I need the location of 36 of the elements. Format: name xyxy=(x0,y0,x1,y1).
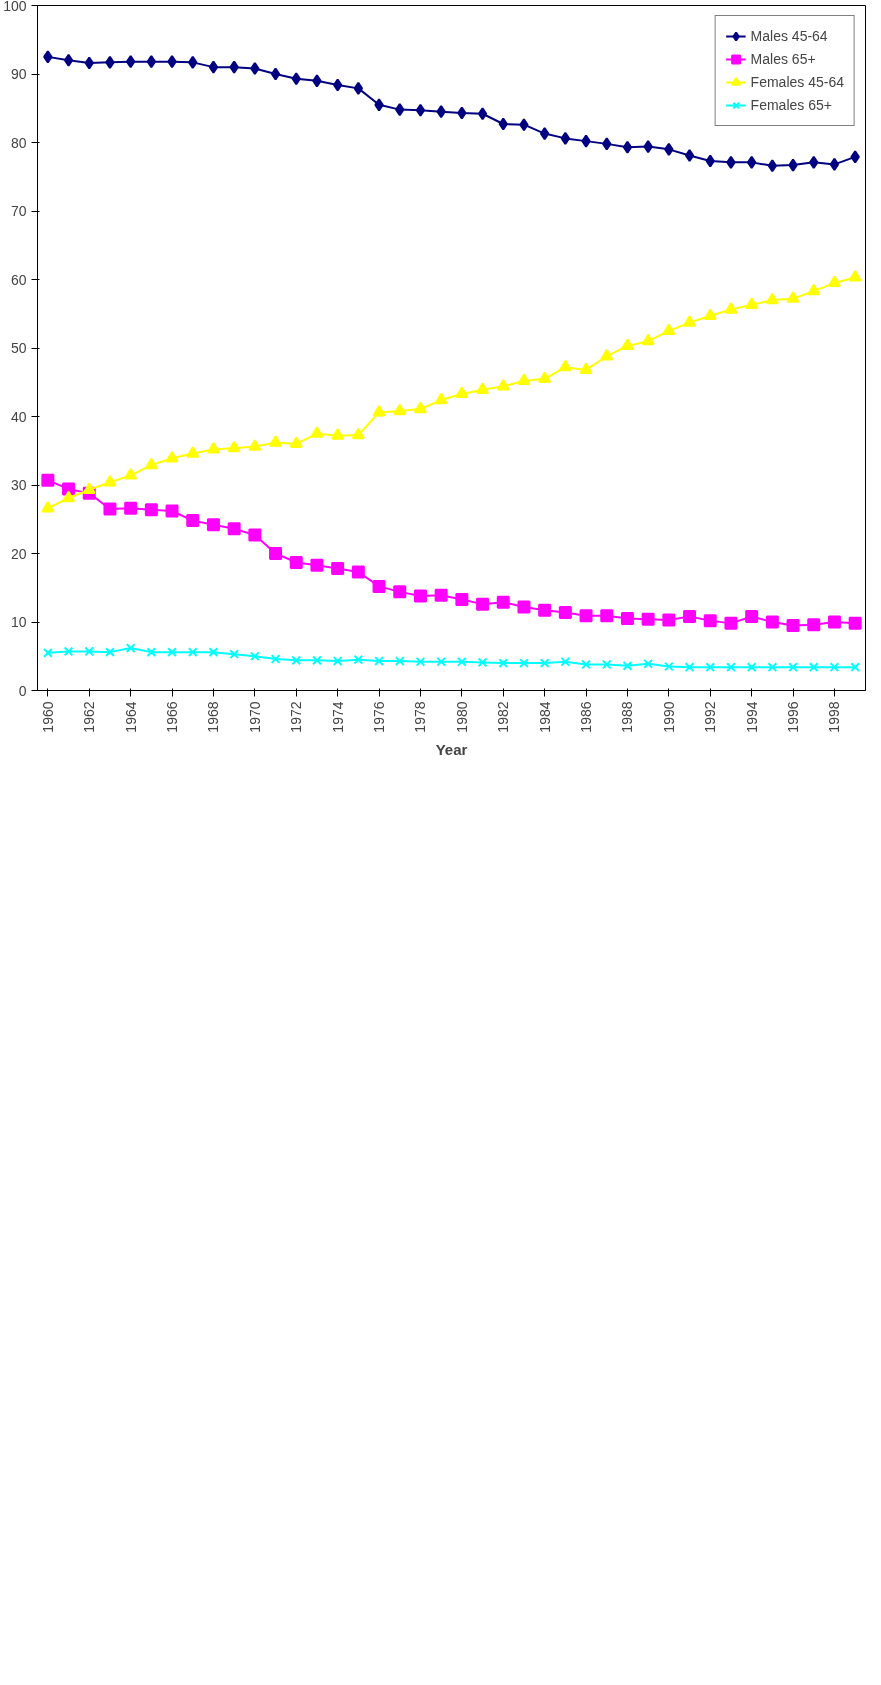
legend-label: Males 65+ xyxy=(750,51,816,67)
x-tick-label: 1984 xyxy=(536,701,553,733)
x-tick-label: 1970 xyxy=(246,701,263,733)
x-tick-label: 1986 xyxy=(578,701,595,733)
y-tick-label: 20 xyxy=(10,545,27,562)
y-tick-label: 10 xyxy=(10,614,27,630)
x-tick-label: 1996 xyxy=(785,701,802,733)
legend-label: Males 45-64 xyxy=(750,28,828,44)
x-tick-label: 1990 xyxy=(660,701,677,733)
x-tick-label: 1976 xyxy=(371,701,388,733)
legend-label: Females 65+ xyxy=(750,97,832,113)
y-tick-label: 0 xyxy=(18,682,27,699)
x-tick-label: 1966 xyxy=(164,701,181,733)
x-tick-label: 1964 xyxy=(122,701,139,733)
y-tick-label: 50 xyxy=(10,340,27,356)
y-tick-label: 100 xyxy=(3,0,27,14)
y-tick-label: 90 xyxy=(10,66,27,82)
y-tick-label: 80 xyxy=(10,134,27,151)
x-axis-title: Year xyxy=(435,740,468,758)
x-tick-label: 1978 xyxy=(412,701,429,733)
x-tick-label: 1998 xyxy=(826,701,843,733)
x-tick-label: 1968 xyxy=(205,701,222,733)
x-tick-label: 1980 xyxy=(453,701,470,733)
x-tick-label: 1988 xyxy=(619,701,636,733)
y-tick-label: 70 xyxy=(10,203,27,219)
x-tick-label: 1992 xyxy=(702,701,719,733)
x-tick-label: 1974 xyxy=(329,701,346,733)
y-tick-label: 30 xyxy=(10,477,27,493)
x-tick-label: 1972 xyxy=(288,701,305,733)
y-tick-label: 40 xyxy=(10,408,27,425)
x-tick-label: 1982 xyxy=(495,701,512,733)
x-tick-label: 1962 xyxy=(81,701,98,733)
y-tick-label: 60 xyxy=(10,271,27,288)
x-tick-label: 1960 xyxy=(39,701,56,733)
x-tick-label: 1994 xyxy=(743,701,760,733)
legend-label: Females 45-64 xyxy=(750,74,844,90)
